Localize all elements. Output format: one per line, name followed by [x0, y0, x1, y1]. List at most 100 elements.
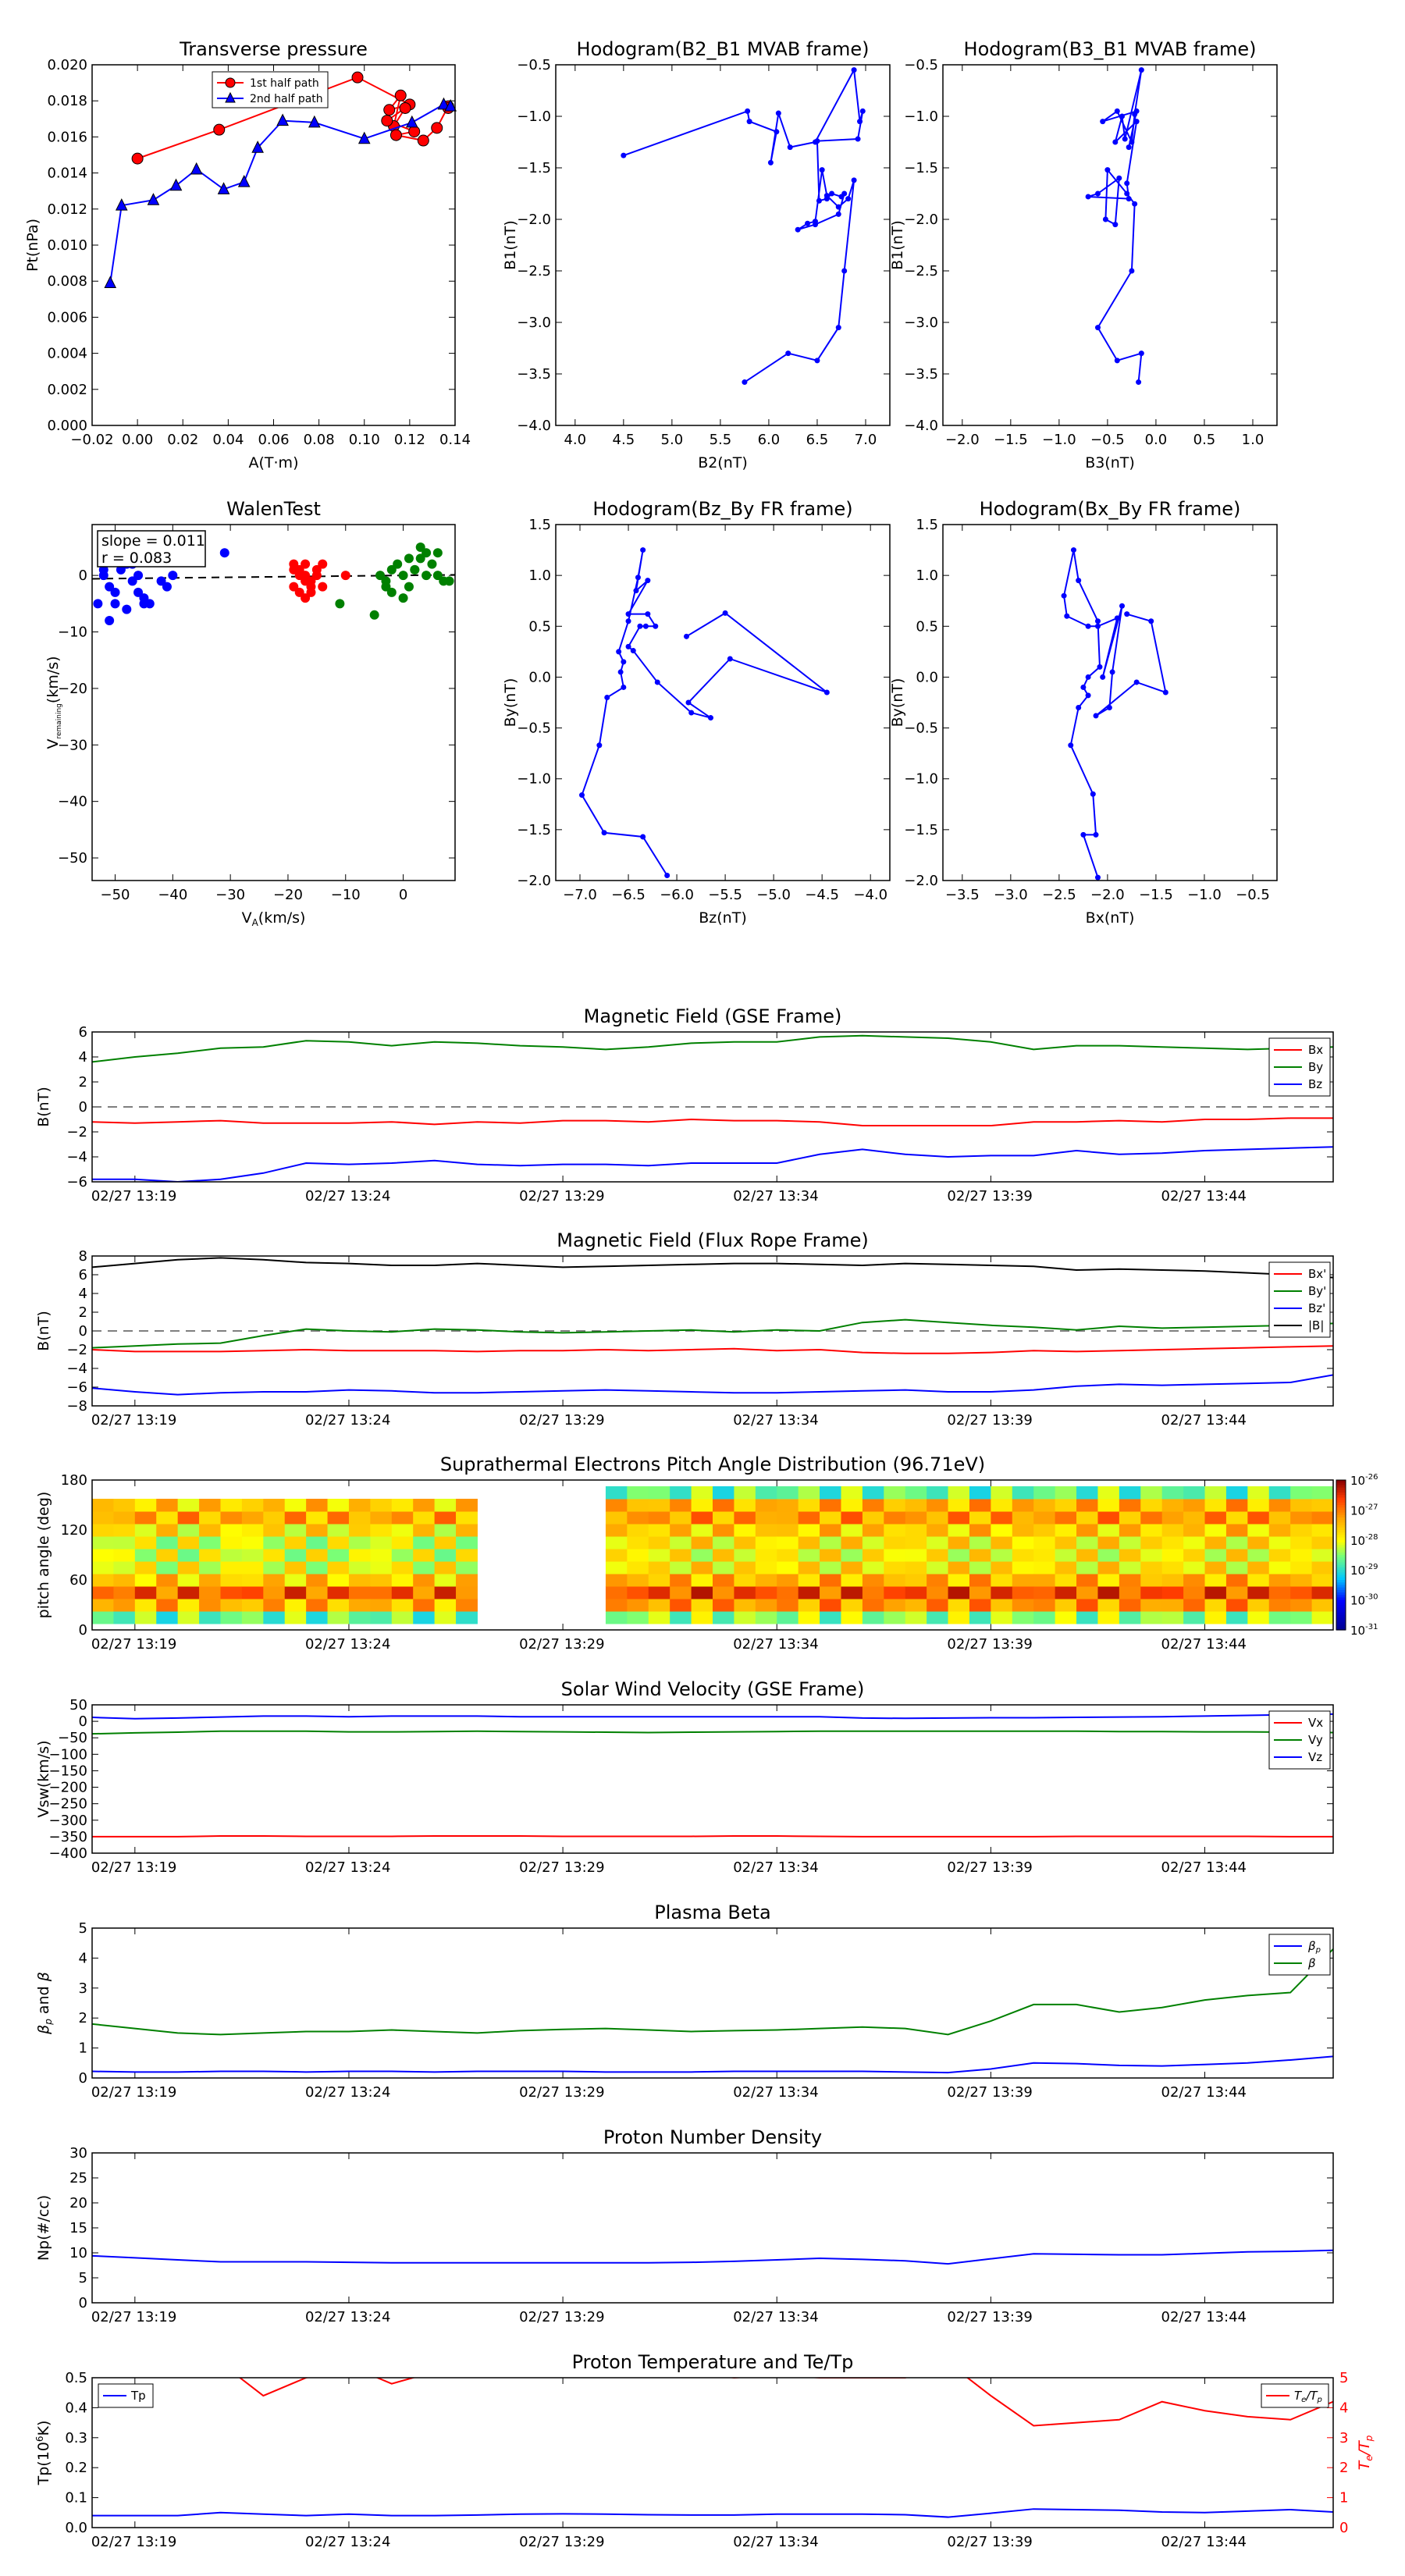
heat-cell [1225, 1499, 1248, 1512]
heat-cell [263, 1524, 286, 1537]
heat-cell [670, 1499, 692, 1512]
heat-cell [777, 1511, 799, 1525]
heat-cell [1268, 1611, 1291, 1624]
heat-cell [391, 1574, 414, 1587]
annotation-box [97, 530, 206, 568]
heat-cell [263, 1536, 286, 1550]
y-tick-label: 5 [79, 2270, 87, 2286]
x-tick-label: 02/27 13:19 [91, 1188, 176, 1204]
data-point [1148, 618, 1154, 624]
data-point [621, 659, 627, 665]
heat-cell [1311, 1549, 1333, 1562]
heat-cell [755, 1611, 777, 1624]
heat-cell [648, 1561, 670, 1574]
heat-cell [884, 1574, 906, 1587]
y-tick-label: −1.5 [904, 160, 938, 176]
heat-cell [1140, 1561, 1163, 1574]
x-tick-label: 0.5 [1193, 432, 1216, 448]
heat-cell [734, 1524, 756, 1537]
y-tick-label-right: 0 [1339, 2520, 1348, 2536]
heat-cell [284, 1536, 307, 1550]
heat-cell [306, 1549, 329, 1562]
x-tick-label: −3.5 [945, 887, 980, 903]
data-point [851, 177, 857, 183]
heat-cell [991, 1599, 1013, 1612]
heat-cell [1290, 1611, 1313, 1624]
x-tick-label: 0.08 [304, 432, 335, 448]
heat-cell [691, 1499, 713, 1512]
y-tick-label: 0.5 [65, 2370, 87, 2386]
plot-frame [91, 2152, 1334, 2304]
series-line-β [92, 1948, 1333, 2036]
heat-cell [1290, 1561, 1313, 1574]
heat-cell [862, 1486, 884, 1500]
heat-cell [327, 1549, 350, 1562]
heat-cell [713, 1524, 735, 1537]
data-point [1112, 222, 1119, 228]
heat-cell [1140, 1549, 1163, 1562]
heat-cell [370, 1524, 393, 1537]
heat-cell [1012, 1511, 1034, 1525]
y-axis-label: B(nT) [35, 1311, 52, 1351]
y-tick-label: 4 [79, 1049, 87, 1066]
heat-cell [670, 1611, 692, 1624]
data-point [1104, 167, 1111, 173]
chart-title: Proton Number Density [603, 2126, 822, 2148]
heat-cell [605, 1536, 628, 1550]
data-point [742, 379, 748, 386]
heat-cell [199, 1611, 221, 1624]
heat-cell [905, 1511, 927, 1525]
x-tick-label: 4.0 [564, 432, 586, 448]
x-tick-label: −1.0 [1187, 887, 1222, 903]
colorbar-cell [1336, 1550, 1346, 1553]
heat-cell [905, 1524, 927, 1537]
data-point [437, 97, 450, 110]
heat-cell [134, 1599, 157, 1612]
series-line-Bx [92, 1117, 1333, 1126]
heat-cell [991, 1549, 1013, 1562]
heat-cell [755, 1524, 777, 1537]
heat-cell [884, 1549, 906, 1562]
heat-cell [862, 1574, 884, 1587]
data-point [311, 571, 322, 581]
heat-cell [1097, 1611, 1120, 1624]
data-point [1124, 180, 1130, 187]
heat-cell [1290, 1536, 1313, 1550]
heat-cell [605, 1574, 628, 1587]
heat-cell [1247, 1561, 1270, 1574]
heat-cell [1033, 1536, 1056, 1550]
heat-cell [1225, 1561, 1248, 1574]
heat-cell [284, 1611, 307, 1624]
heat-cell [627, 1511, 649, 1525]
heat-cell [413, 1499, 436, 1512]
colorbar-cell [1336, 1555, 1346, 1558]
data-point [616, 649, 622, 655]
data-point [1136, 379, 1142, 386]
data-point [1100, 674, 1106, 680]
y-tick-label: 0 [79, 1622, 87, 1638]
data-point [398, 571, 408, 581]
heat-cell [391, 1511, 414, 1525]
y-tick-label: 0.5 [528, 618, 551, 635]
y-tick-label: −8 [66, 1398, 87, 1414]
data-point [351, 71, 364, 84]
heat-cell [948, 1611, 970, 1624]
x-tick-label: 02/27 13:29 [519, 2084, 604, 2101]
heat-cell [1012, 1586, 1034, 1599]
heat-cell [1183, 1586, 1206, 1599]
data-point [1068, 742, 1074, 749]
data-point [110, 587, 120, 597]
data-point [851, 67, 857, 73]
heat-cell [798, 1524, 820, 1537]
plot-frame [91, 1255, 1334, 1407]
heat-cell [670, 1511, 692, 1525]
heat-cell [841, 1586, 863, 1599]
data-point [1112, 139, 1119, 145]
heat-cell [434, 1524, 457, 1537]
colorbar-cell [1336, 1522, 1346, 1526]
colorbar-cell [1336, 1535, 1346, 1539]
heat-cell [413, 1511, 436, 1525]
x-tick-label: 02/27 13:34 [733, 1636, 818, 1653]
heat-cell [841, 1524, 863, 1537]
heat-cell [220, 1586, 243, 1599]
